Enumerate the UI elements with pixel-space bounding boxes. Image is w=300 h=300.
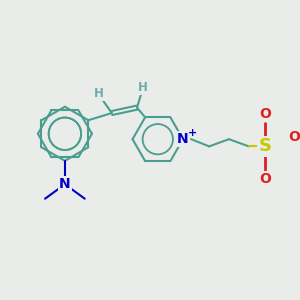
- Text: N: N: [59, 177, 71, 191]
- Text: O: O: [259, 107, 271, 121]
- Text: S: S: [259, 137, 272, 155]
- Text: O: O: [288, 130, 300, 144]
- Text: H: H: [137, 81, 147, 94]
- Text: H: H: [94, 87, 104, 100]
- Text: N: N: [177, 132, 189, 146]
- Text: +: +: [188, 128, 197, 138]
- Text: O: O: [259, 172, 271, 186]
